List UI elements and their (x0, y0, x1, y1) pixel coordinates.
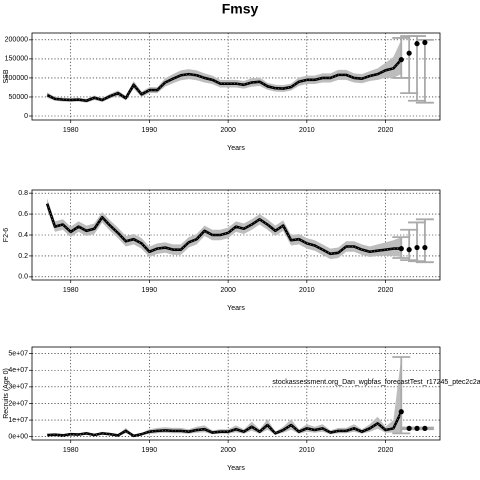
estimate-line (45, 203, 402, 256)
x-tick-label: 1990 (142, 127, 158, 134)
panel: 0 50000 100000 150000 200000 1980 1990 2000 2010… (3, 32, 441, 152)
x-tick-label: 2010 (299, 287, 315, 294)
x-tick-label: 2020 (378, 287, 394, 294)
forecast-point (414, 425, 420, 431)
y-tick-label: 0e+00 (8, 434, 28, 441)
plot-frame (31, 32, 441, 121)
panel: 0e+00 1e+07 2e+07 3e+07 4e+07 5e+07 1980 1990 20… (3, 346, 480, 472)
forecast-point (414, 41, 420, 47)
y-tick-label: 50000 (9, 94, 29, 101)
y-tick-label: 2e+07 (8, 400, 28, 407)
plot-frame (31, 189, 441, 281)
x-tick-label: 2000 (220, 287, 236, 294)
y-axis-label: Recruits (Age 0) (3, 368, 10, 419)
y-tick-label: 0.0 (18, 274, 28, 281)
x-tick-label: 2010 (299, 127, 315, 134)
x-tick-label: 2020 (378, 447, 394, 454)
annotation: stockassessment.org_Dan_wgbfas_forecastT… (272, 379, 480, 386)
forecast-point (422, 244, 428, 251)
x-tick-label: 2010 (299, 447, 315, 454)
estimate-line-dots (46, 203, 402, 255)
y-tick-label: 0.4 (18, 232, 28, 239)
panel: 0.0 0.2 0.4 0.6 0.8 1980 1990 2000 2010 2020 Years… (3, 189, 441, 312)
y-tick-label: 4e+07 (8, 367, 28, 374)
y-tick-label: 0.6 (18, 211, 28, 218)
x-tick-label: 2000 (220, 127, 236, 134)
forecast-point (406, 425, 412, 431)
confidence-band (47, 356, 402, 437)
y-axis-label: F2-6 (3, 228, 10, 243)
x-axis-label: Years (227, 145, 245, 152)
y-tick-label: 3e+07 (8, 384, 28, 391)
forecast-point (414, 244, 420, 251)
y-axis-label: SSB (3, 69, 10, 83)
y-tick-label: 150000 (5, 56, 28, 63)
x-tick-label: 1990 (142, 447, 158, 454)
y-tick-label: 100000 (5, 75, 28, 82)
forecast-point (398, 57, 404, 63)
forecast-point (398, 246, 404, 252)
x-tick-label: 2000 (220, 447, 236, 454)
confidence-band (47, 39, 402, 103)
y-tick-label: 0.2 (18, 253, 28, 260)
y-tick-label: 200000 (5, 37, 28, 44)
x-tick-label: 1990 (142, 287, 158, 294)
confidence-band (47, 198, 402, 260)
estimate-line-dots (47, 411, 402, 437)
forecast-point (406, 50, 412, 56)
y-tick-label: 1e+07 (8, 417, 28, 424)
y-tick-label: 5e+07 (8, 350, 28, 357)
plot-frame (31, 346, 441, 441)
forecast-point (422, 39, 428, 46)
y-tick-label: 0.8 (18, 190, 28, 197)
x-tick-label: 2020 (378, 127, 394, 134)
y-tick-label: 0 (24, 113, 28, 120)
x-tick-label: 1980 (63, 127, 79, 134)
chart-title: Fmsy (222, 1, 259, 17)
x-axis-label: Years (227, 465, 245, 472)
x-tick-label: 1980 (63, 447, 79, 454)
forecast-point (398, 409, 404, 415)
forecast-point (422, 425, 428, 431)
x-tick-label: 1980 (63, 287, 79, 294)
estimate-line-dots (46, 59, 402, 102)
x-axis-label: Years (227, 305, 245, 312)
forecast-point (406, 247, 412, 253)
